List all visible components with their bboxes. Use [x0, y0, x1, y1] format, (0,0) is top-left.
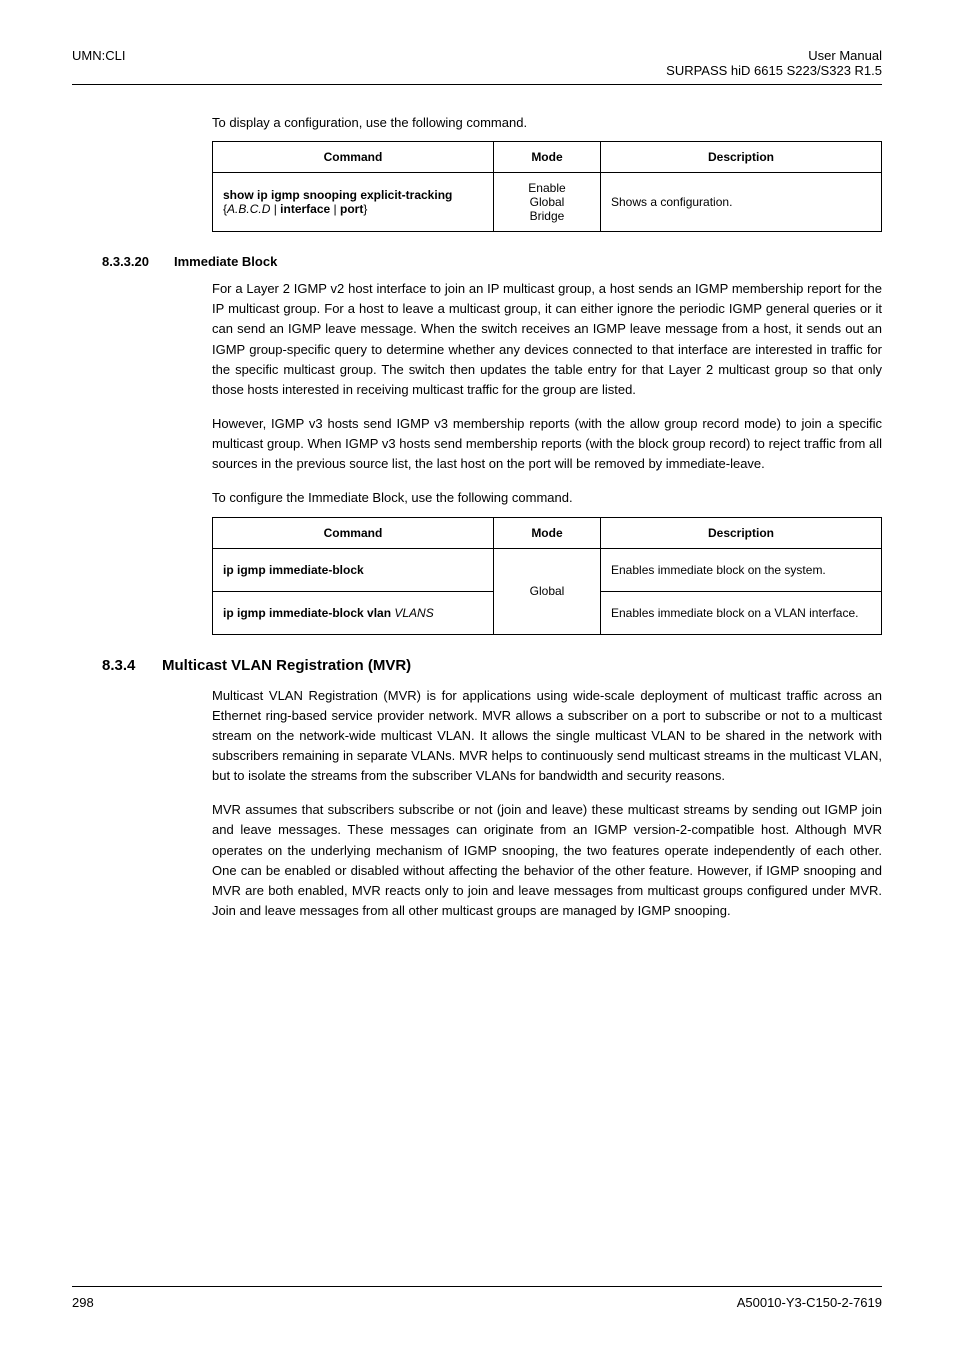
footer-rule	[72, 1286, 882, 1287]
table-header-row: Command Mode Description	[213, 517, 882, 548]
content-area: To display a configuration, use the foll…	[212, 113, 882, 921]
subsection-heading: 8.3.3.20Immediate Block	[212, 254, 882, 269]
table-row: ip igmp immediate-block Global Enables i…	[213, 548, 882, 591]
header-right-line1: User Manual	[666, 48, 882, 63]
mode-line: Global	[504, 195, 590, 209]
section-number: 8.3.4	[102, 657, 162, 674]
cmd-part: show ip igmp snooping explicit-tracking	[223, 188, 452, 202]
body-paragraph: MVR assumes that subscribers subscribe o…	[212, 800, 882, 921]
cmd-part: |	[270, 202, 280, 216]
mode-line: Bridge	[504, 209, 590, 223]
mode-cell: Enable Global Bridge	[493, 173, 600, 232]
table-header-description: Description	[601, 517, 882, 548]
subsection-title: Immediate Block	[174, 254, 277, 269]
footer-row: 298 A50010-Y3-C150-2-7619	[72, 1295, 882, 1310]
subsection-number: 8.3.3.20	[102, 254, 174, 269]
cmd-text: ip igmp immediate-block vlan	[223, 606, 394, 620]
command-cell: ip igmp immediate-block	[213, 548, 494, 591]
header-left: UMN:CLI	[72, 48, 125, 78]
description-cell: Enables immediate block on the system.	[601, 548, 882, 591]
body-paragraph: To configure the Immediate Block, use th…	[212, 488, 882, 508]
cmd-part: A.B.C.D	[227, 202, 270, 216]
mode-cell: Global	[493, 548, 600, 634]
table-header-command: Command	[213, 142, 494, 173]
header-rule	[72, 84, 882, 85]
header-right: User Manual SURPASS hiD 6615 S223/S323 R…	[666, 48, 882, 78]
footer-page-number: 298	[72, 1295, 94, 1310]
command-table-1: Command Mode Description show ip igmp sn…	[212, 141, 882, 232]
table-header-description: Description	[601, 142, 882, 173]
footer: 298 A50010-Y3-C150-2-7619	[72, 1286, 882, 1310]
cmd-part: port	[340, 202, 363, 216]
cmd-text: VLANS	[394, 606, 433, 620]
body-paragraph: However, IGMP v3 hosts send IGMP v3 memb…	[212, 414, 882, 474]
page: UMN:CLI User Manual SURPASS hiD 6615 S22…	[0, 0, 954, 1350]
command-cell: show ip igmp snooping explicit-tracking …	[213, 173, 494, 232]
section-heading: 8.3.4Multicast VLAN Registration (MVR)	[212, 657, 882, 674]
body-paragraph: For a Layer 2 IGMP v2 host interface to …	[212, 279, 882, 400]
mode-line: Enable	[504, 181, 590, 195]
footer-doc-id: A50010-Y3-C150-2-7619	[737, 1295, 882, 1310]
cmd-text: ip igmp immediate-block	[223, 563, 364, 577]
cmd-part: |	[330, 202, 340, 216]
cmd-part: interface	[280, 202, 330, 216]
table-header-mode: Mode	[493, 517, 600, 548]
table-header-command: Command	[213, 517, 494, 548]
table-header-row: Command Mode Description	[213, 142, 882, 173]
command-table-2: Command Mode Description ip igmp immedia…	[212, 517, 882, 635]
header-right-line2: SURPASS hiD 6615 S223/S323 R1.5	[666, 63, 882, 78]
header: UMN:CLI User Manual SURPASS hiD 6615 S22…	[72, 48, 882, 78]
table-row: show ip igmp snooping explicit-tracking …	[213, 173, 882, 232]
body-paragraph: Multicast VLAN Registration (MVR) is for…	[212, 686, 882, 787]
table-header-mode: Mode	[493, 142, 600, 173]
cmd-part: }	[363, 202, 367, 216]
description-cell: Shows a configuration.	[601, 173, 882, 232]
intro-text-1: To display a configuration, use the foll…	[212, 113, 882, 133]
command-cell: ip igmp immediate-block vlan VLANS	[213, 591, 494, 634]
description-cell: Enables immediate block on a VLAN interf…	[601, 591, 882, 634]
section-title: Multicast VLAN Registration (MVR)	[162, 657, 411, 674]
